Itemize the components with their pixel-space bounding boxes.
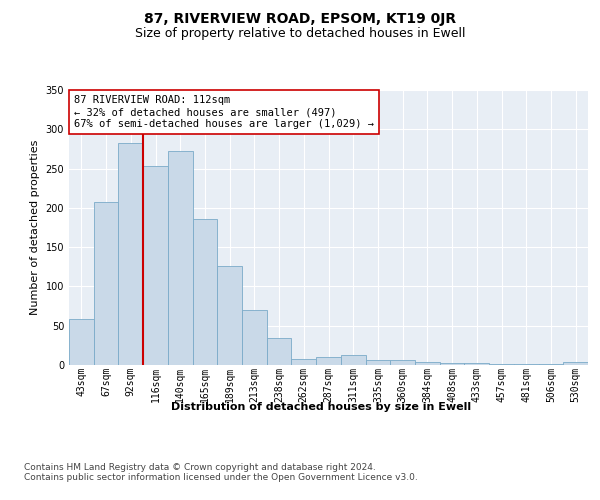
Text: Size of property relative to detached houses in Ewell: Size of property relative to detached ho…	[135, 28, 465, 40]
Bar	[539, 364, 563, 365]
Bar	[292, 358, 316, 365]
Bar	[242, 310, 267, 365]
Bar	[464, 364, 489, 365]
Text: 87 RIVERVIEW ROAD: 112sqm
← 32% of detached houses are smaller (497)
67% of semi: 87 RIVERVIEW ROAD: 112sqm ← 32% of detac…	[74, 96, 374, 128]
Y-axis label: Number of detached properties: Number of detached properties	[30, 140, 40, 315]
Bar	[415, 362, 440, 365]
Bar	[94, 202, 118, 365]
Bar	[193, 219, 217, 365]
Text: Contains HM Land Registry data © Crown copyright and database right 2024.
Contai: Contains HM Land Registry data © Crown c…	[24, 462, 418, 482]
Bar	[168, 152, 193, 365]
Bar	[69, 320, 94, 365]
Bar	[118, 142, 143, 365]
Bar	[440, 364, 464, 365]
Bar	[514, 364, 539, 365]
Bar	[267, 338, 292, 365]
Bar	[489, 364, 514, 365]
Bar	[217, 266, 242, 365]
Bar	[390, 360, 415, 365]
Bar	[365, 360, 390, 365]
Bar	[143, 166, 168, 365]
Text: 87, RIVERVIEW ROAD, EPSOM, KT19 0JR: 87, RIVERVIEW ROAD, EPSOM, KT19 0JR	[144, 12, 456, 26]
Bar	[316, 357, 341, 365]
Text: Distribution of detached houses by size in Ewell: Distribution of detached houses by size …	[171, 402, 471, 412]
Bar	[563, 362, 588, 365]
Bar	[341, 355, 365, 365]
